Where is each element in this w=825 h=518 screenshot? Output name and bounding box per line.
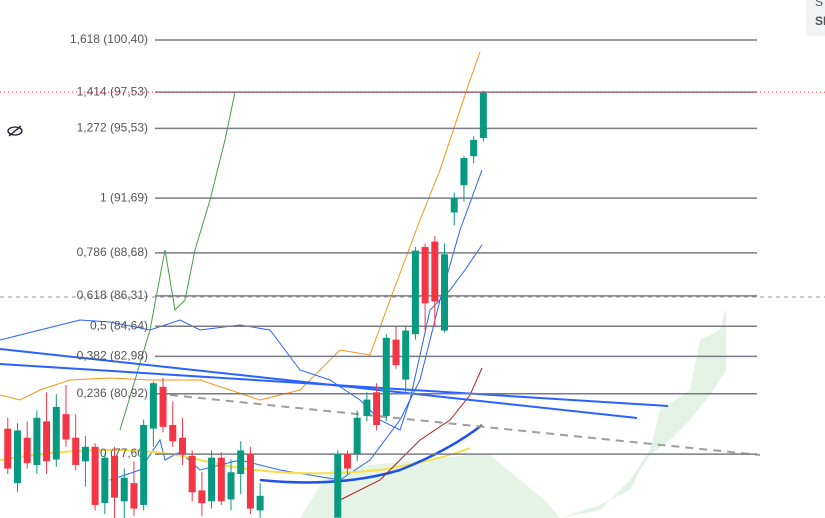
candle-body <box>246 454 254 509</box>
indicator-line <box>259 424 483 484</box>
candle-body <box>470 139 478 157</box>
candle-body <box>402 330 410 380</box>
candle-body <box>237 450 245 475</box>
candle-body <box>382 337 390 416</box>
candle-body <box>23 437 31 464</box>
candle-body <box>431 241 439 302</box>
candle-body <box>208 457 216 502</box>
candle-body <box>169 425 177 442</box>
candle-body <box>198 490 206 504</box>
candle-body <box>43 421 51 462</box>
indicator-line <box>0 244 483 431</box>
candle-body <box>353 417 361 455</box>
candle-body <box>140 425 148 505</box>
candle-body <box>13 430 21 484</box>
candle-body <box>392 339 400 366</box>
fib-label: 0,618 (86,31) <box>77 288 148 302</box>
candle-body <box>72 437 80 465</box>
candle-body <box>441 254 449 331</box>
candle-body <box>188 455 196 493</box>
candle-body <box>33 417 41 465</box>
legend-entry: SM <box>815 14 825 28</box>
candle-body <box>450 197 458 213</box>
fib-label: 0,382 (82,98) <box>77 349 148 363</box>
candle-body <box>91 446 99 505</box>
candle-body <box>159 386 167 427</box>
legend-entry: S <box>815 0 823 9</box>
fib-label: 1 (91,69) <box>100 190 148 204</box>
candle-body <box>334 454 342 518</box>
candle-body <box>411 250 419 335</box>
indicator-line <box>119 91 236 431</box>
candle-body <box>227 472 235 500</box>
candle-body <box>101 457 109 504</box>
candle-body <box>4 428 12 469</box>
fib-label: 0,786 (88,68) <box>77 245 148 259</box>
candle-body <box>343 454 351 469</box>
candle-body <box>363 399 371 416</box>
cloud <box>560 308 726 518</box>
trend-line <box>0 363 669 407</box>
candle-body <box>421 247 429 304</box>
candle-body <box>460 158 468 186</box>
fib-label: 0,5 (84,64) <box>90 318 148 332</box>
indicator-line <box>339 367 483 501</box>
candle-body <box>120 477 128 502</box>
fib-label: 0,236 (80,92) <box>77 386 148 400</box>
candle-body <box>149 383 157 429</box>
candle-body <box>62 414 70 440</box>
candle-body <box>111 455 119 498</box>
legend-box <box>806 0 825 36</box>
candle-body <box>178 437 186 455</box>
fib-label: 1,272 (95,53) <box>77 121 148 135</box>
indicator-line <box>0 51 481 401</box>
candle-body <box>217 457 225 502</box>
fib-label: 1,618 (100,40) <box>70 32 148 46</box>
candle-body <box>373 392 381 426</box>
trend-line <box>169 394 761 456</box>
candle-body <box>479 92 487 139</box>
candle-body <box>130 483 138 509</box>
fib-label: 1,414 (97,53) <box>77 84 148 98</box>
candle-body <box>52 406 60 460</box>
eye-icon[interactable] <box>7 125 23 137</box>
candle-body <box>81 446 89 462</box>
candle-body <box>256 495 264 511</box>
